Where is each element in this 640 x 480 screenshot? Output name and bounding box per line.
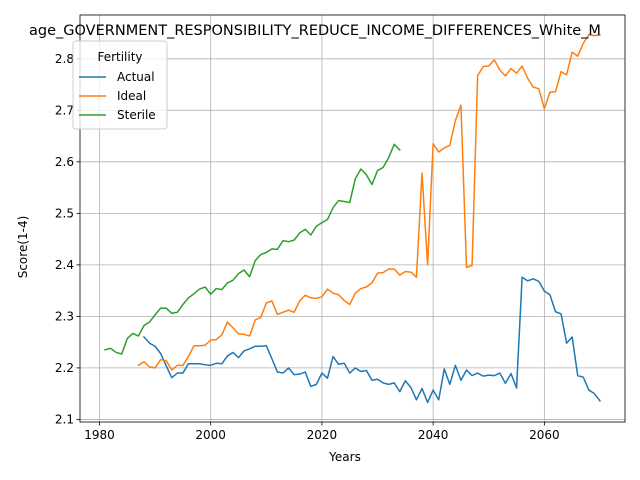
y-tick-label: 2.5 xyxy=(55,206,74,220)
legend-title: Fertility xyxy=(97,50,142,64)
y-tick-label: 2.4 xyxy=(55,258,74,272)
chart-title: age_GOVERNMENT_RESPONSIBILITY_REDUCE_INC… xyxy=(29,23,601,39)
y-axis-label: Score(1-4) xyxy=(16,216,30,279)
axis-ticks: 1980 2000 2020 2040 2060 2.1 2.2 2.3 2.4 2.5 2.6 2.… xyxy=(55,52,560,442)
x-tick-label: 2020 xyxy=(307,428,338,442)
x-axis-label: Years xyxy=(328,450,361,464)
legend-frame xyxy=(72,40,168,130)
y-tick-label: 2.7 xyxy=(55,103,74,117)
series-line-actual xyxy=(142,276,602,404)
plot-frame xyxy=(79,14,626,423)
legend-label-actual: Actual xyxy=(117,70,155,84)
series-lines xyxy=(104,33,602,404)
series-line-sterile xyxy=(104,143,401,355)
series-line-ideal xyxy=(137,33,601,371)
x-tick-label: 2040 xyxy=(418,428,449,442)
y-tick-label: 2.8 xyxy=(55,52,74,66)
grid-lines xyxy=(80,15,625,422)
y-tick-label: 2.1 xyxy=(55,412,74,426)
y-tick-label: 2.2 xyxy=(55,361,74,375)
legend-label-ideal: Ideal xyxy=(117,89,146,103)
legend: Fertility Actual Ideal Sterile xyxy=(72,40,168,130)
legend-label-sterile: Sterile xyxy=(117,108,156,122)
y-tick-label: 2.3 xyxy=(55,309,74,323)
x-tick-label: 2060 xyxy=(529,428,560,442)
x-tick-label: 1980 xyxy=(84,428,115,442)
legend-entries: Actual Ideal Sterile xyxy=(79,70,156,122)
y-tick-label: 2.6 xyxy=(55,155,74,169)
x-tick-label: 2000 xyxy=(195,428,226,442)
